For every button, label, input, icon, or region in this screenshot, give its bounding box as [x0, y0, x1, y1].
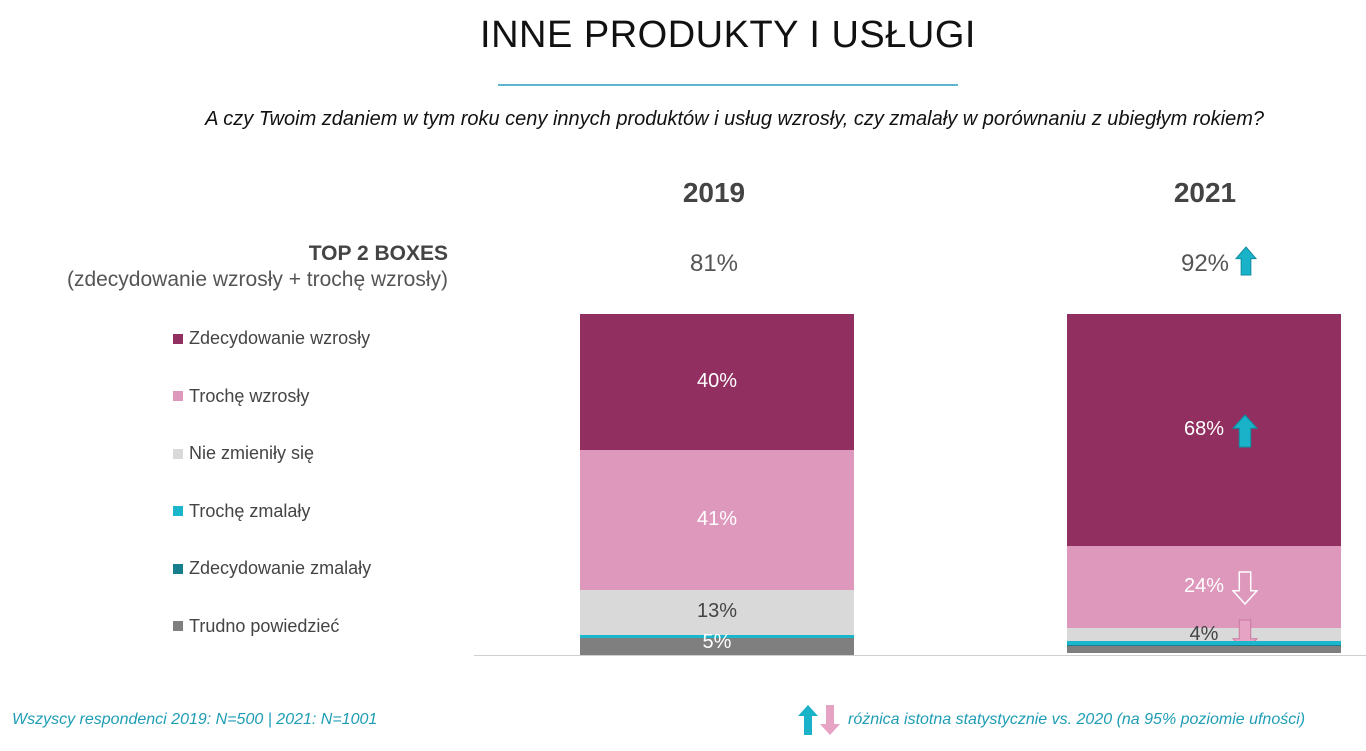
- title-divider: [498, 84, 958, 86]
- survey-question: A czy Twoim zdaniem w tym roku ceny inny…: [205, 108, 1264, 130]
- bar-data-label: 24%: [1183, 574, 1225, 597]
- legend-swatch: [173, 621, 183, 631]
- bar-data-label: 5%: [702, 631, 732, 653]
- bar-segment: [1067, 314, 1341, 547]
- legend-item: Trudno powiedzieć: [173, 616, 339, 637]
- legend-swatch: [173, 391, 183, 401]
- sample-size-footnote: Wszyscy respondenci 2019: N=500 | 2021: …: [12, 711, 378, 728]
- significance-footnote: różnica istotna statystycznie vs. 2020 (…: [848, 711, 1306, 728]
- legend-item: Trochę wzrosły: [173, 386, 309, 407]
- top2-title: TOP 2 BOXES: [308, 242, 448, 265]
- page-title: INNE PRODUKTY I USŁUGI: [480, 14, 976, 56]
- bar-data-label: 13%: [696, 600, 738, 623]
- legend-label: Zdecydowanie wzrosły: [189, 328, 371, 348]
- legend-item: Trochę zmalały: [173, 501, 310, 522]
- legend-swatch: [173, 506, 183, 516]
- legend-swatch: [173, 333, 183, 344]
- top2-value: 81%: [689, 250, 739, 277]
- bar-data-label: 4%: [1189, 622, 1219, 645]
- legend-swatch: [173, 563, 183, 574]
- bar-data-label: 68%: [1183, 417, 1225, 440]
- bar-segment: [580, 314, 854, 452]
- significance-arrows-icon: [798, 705, 840, 735]
- chart-baseline: [474, 655, 1366, 656]
- legend-label: Trochę zmalały: [189, 500, 311, 521]
- legend-swatch: [173, 448, 183, 459]
- legend-item: Zdecydowanie wzrosły: [173, 328, 370, 349]
- bar-data-label: 40%: [696, 370, 738, 393]
- legend-item: Nie zmieniły się: [173, 443, 314, 464]
- top2-value: 92%: [1180, 250, 1230, 277]
- bar-data-label: 41%: [696, 508, 738, 531]
- bar-segment: [1067, 646, 1341, 655]
- legend-item: Zdecydowanie zmalały: [173, 558, 371, 579]
- year-label: 2021: [1173, 177, 1237, 208]
- significance-legend-icons: [796, 705, 844, 735]
- legend-label: Trudno powiedzieć: [189, 615, 340, 636]
- arrow-up-icon: [1232, 414, 1258, 448]
- legend-label: Nie zmieniły się: [189, 443, 315, 463]
- year-label: 2019: [682, 177, 746, 208]
- arrow-up-icon: [1235, 246, 1257, 276]
- top2-subtitle: (zdecydowanie wzrosły + trochę wzrosły): [66, 268, 448, 291]
- legend-label: Zdecydowanie zmalały: [189, 558, 372, 578]
- arrow-down-icon: [1232, 571, 1258, 605]
- bar-segment: [580, 590, 854, 636]
- legend-label: Trochę wzrosły: [189, 385, 310, 406]
